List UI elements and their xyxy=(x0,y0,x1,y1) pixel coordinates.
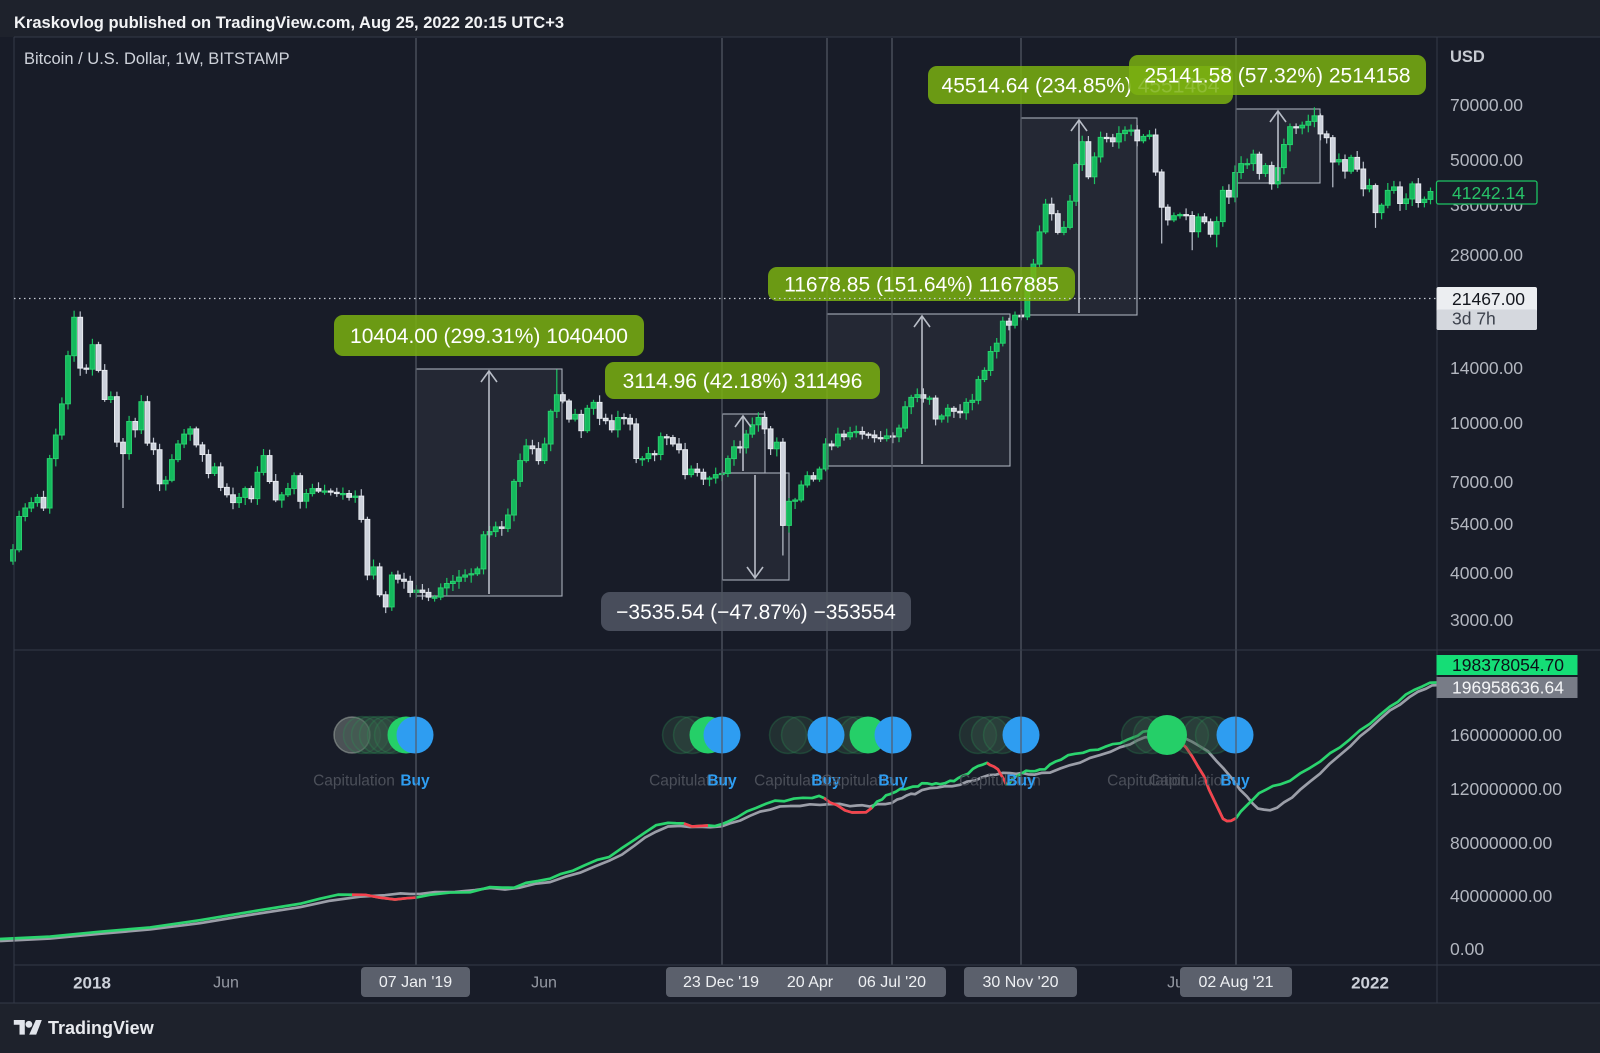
svg-text:23 Dec '19: 23 Dec '19 xyxy=(683,974,759,991)
svg-text:3000.00: 3000.00 xyxy=(1450,610,1514,630)
svg-text:Jun: Jun xyxy=(213,975,239,992)
svg-text:4000.00: 4000.00 xyxy=(1450,563,1514,583)
svg-text:Kraskovlog published on Tradin: Kraskovlog published on TradingView.com,… xyxy=(14,14,564,32)
svg-text:20 Apr: 20 Apr xyxy=(787,974,834,991)
svg-text:Buy: Buy xyxy=(878,773,908,790)
svg-text:0.00: 0.00 xyxy=(1450,939,1484,959)
svg-text:06 Jul '20: 06 Jul '20 xyxy=(858,974,926,991)
svg-text:14000.00: 14000.00 xyxy=(1450,358,1523,378)
svg-text:160000000.00: 160000000.00 xyxy=(1450,725,1562,745)
svg-text:Bitcoin / U.S. Dollar, 1W, BIT: Bitcoin / U.S. Dollar, 1W, BITSTAMP xyxy=(24,50,290,68)
svg-text:TradingView: TradingView xyxy=(48,1018,155,1038)
svg-text:Capitulation: Capitulation xyxy=(754,773,836,790)
svg-text:Capitulation: Capitulation xyxy=(821,773,903,790)
svg-text:2022: 2022 xyxy=(1351,974,1389,993)
svg-text:Capitulation: Capitulation xyxy=(1107,773,1189,790)
svg-text:50000.00: 50000.00 xyxy=(1450,150,1523,170)
svg-text:Buy: Buy xyxy=(1220,773,1250,790)
svg-text:11678.85 (151.64%) 1167885: 11678.85 (151.64%) 1167885 xyxy=(784,274,1059,297)
svg-text:198378054.70: 198378054.70 xyxy=(1452,655,1564,675)
svg-text:25141.58 (57.32%) 2514158: 25141.58 (57.32%) 2514158 xyxy=(1144,65,1410,88)
svg-text:7000.00: 7000.00 xyxy=(1450,472,1514,492)
svg-text:2018: 2018 xyxy=(73,974,111,993)
svg-text:Capitulation: Capitulation xyxy=(313,773,395,790)
svg-text:Capitulation: Capitulation xyxy=(1149,773,1231,790)
svg-text:41242.14: 41242.14 xyxy=(1452,183,1525,203)
svg-text:02 Aug '21: 02 Aug '21 xyxy=(1198,974,1273,991)
svg-text:10404.00 (299.31%) 1040400: 10404.00 (299.31%) 1040400 xyxy=(350,325,628,348)
svg-text:USD: USD xyxy=(1450,48,1485,66)
svg-text:196958636.64: 196958636.64 xyxy=(1452,678,1564,698)
svg-text:3114.96 (42.18%) 311496: 3114.96 (42.18%) 311496 xyxy=(623,370,863,393)
svg-text:30 Nov '20: 30 Nov '20 xyxy=(983,974,1059,991)
svg-text:70000.00: 70000.00 xyxy=(1450,95,1523,115)
svg-text:3d 7h: 3d 7h xyxy=(1452,309,1496,329)
svg-text:Buy: Buy xyxy=(811,773,841,790)
svg-text:28000.00: 28000.00 xyxy=(1450,245,1523,265)
svg-text:−3535.54 (−47.87%) −353554: −3535.54 (−47.87%) −353554 xyxy=(616,601,896,624)
svg-text:Buy: Buy xyxy=(400,773,430,790)
svg-text:Capitulation: Capitulation xyxy=(649,773,731,790)
svg-text:120000000.00: 120000000.00 xyxy=(1450,779,1562,799)
svg-text:07 Jan '19: 07 Jan '19 xyxy=(379,974,452,991)
svg-text:21467.00: 21467.00 xyxy=(1452,289,1525,309)
svg-text:10000.00: 10000.00 xyxy=(1450,413,1523,433)
svg-text:Jun: Jun xyxy=(531,975,557,992)
svg-text:5400.00: 5400.00 xyxy=(1450,514,1514,534)
svg-text:80000000.00: 80000000.00 xyxy=(1450,833,1552,853)
svg-text:40000000.00: 40000000.00 xyxy=(1450,886,1552,906)
